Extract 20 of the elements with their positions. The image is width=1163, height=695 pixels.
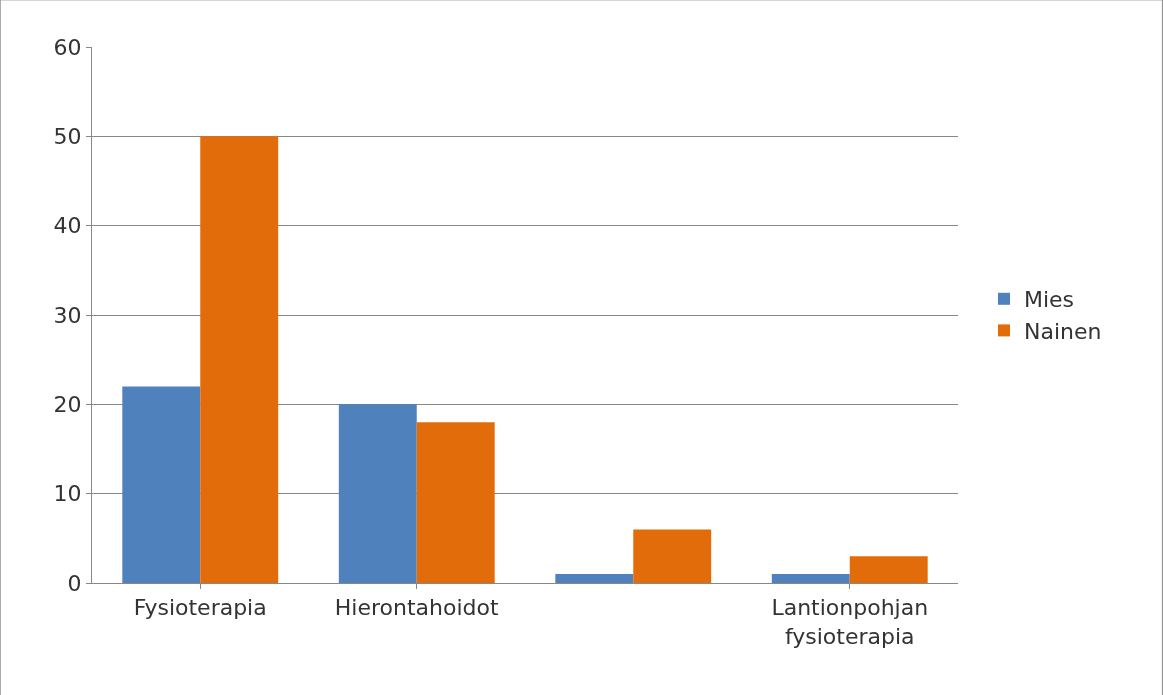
x-tick-label: Hierontahoidot: [334, 595, 500, 621]
y-tick-label: 10: [53, 481, 82, 507]
bar: [771, 574, 850, 583]
x-tick-label: Fysioterapia: [133, 595, 267, 621]
bar: [416, 422, 495, 583]
bar: [200, 136, 279, 583]
bar: [338, 404, 417, 583]
bar: [555, 574, 634, 583]
y-tick-label: 50: [53, 124, 82, 150]
bar: [122, 386, 201, 583]
bar: [633, 529, 712, 583]
legend-label: Nainen: [1023, 318, 1102, 344]
legend-label: Mies: [1023, 287, 1075, 313]
y-tick-label: 0: [67, 570, 82, 596]
y-tick-label: 20: [53, 392, 82, 418]
y-tick-label: 30: [53, 302, 82, 328]
bar: [849, 556, 928, 583]
x-tick-label: Lantionpohjan fysioterapia: [771, 595, 929, 649]
y-tick-label: 60: [53, 34, 82, 60]
y-tick-label: 40: [53, 213, 82, 239]
